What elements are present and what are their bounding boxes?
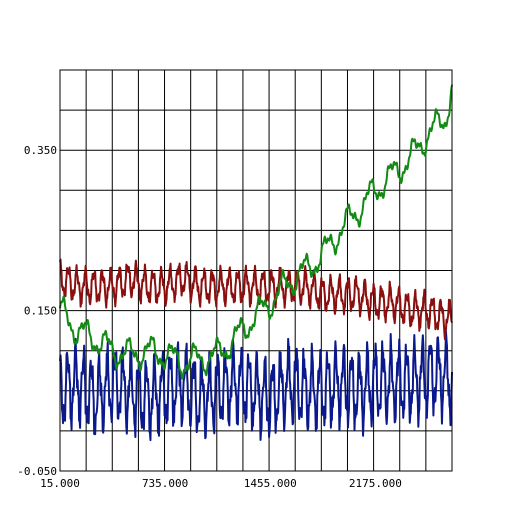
x-tick-label: 1455.000 (244, 477, 297, 490)
x-axis-ticks: 15.000 735.000 1455.000 2175.000 (40, 477, 402, 490)
plot-frame (59, 69, 453, 472)
series-line-3 (59, 84, 453, 380)
series-line-1 (59, 330, 453, 442)
y-axis-ticks: -0.050 0.150 0.350 (17, 144, 57, 478)
y-tick-label: 0.150 (24, 305, 57, 318)
y-tick-label: -0.050 (17, 465, 57, 478)
y-tick-label: 0.350 (24, 144, 57, 157)
x-tick-label: 735.000 (142, 477, 188, 490)
series-line-2 (59, 258, 453, 341)
series-group (59, 84, 453, 442)
x-tick-label: 15.000 (40, 477, 80, 490)
x-tick-label: 2175.000 (349, 477, 402, 490)
